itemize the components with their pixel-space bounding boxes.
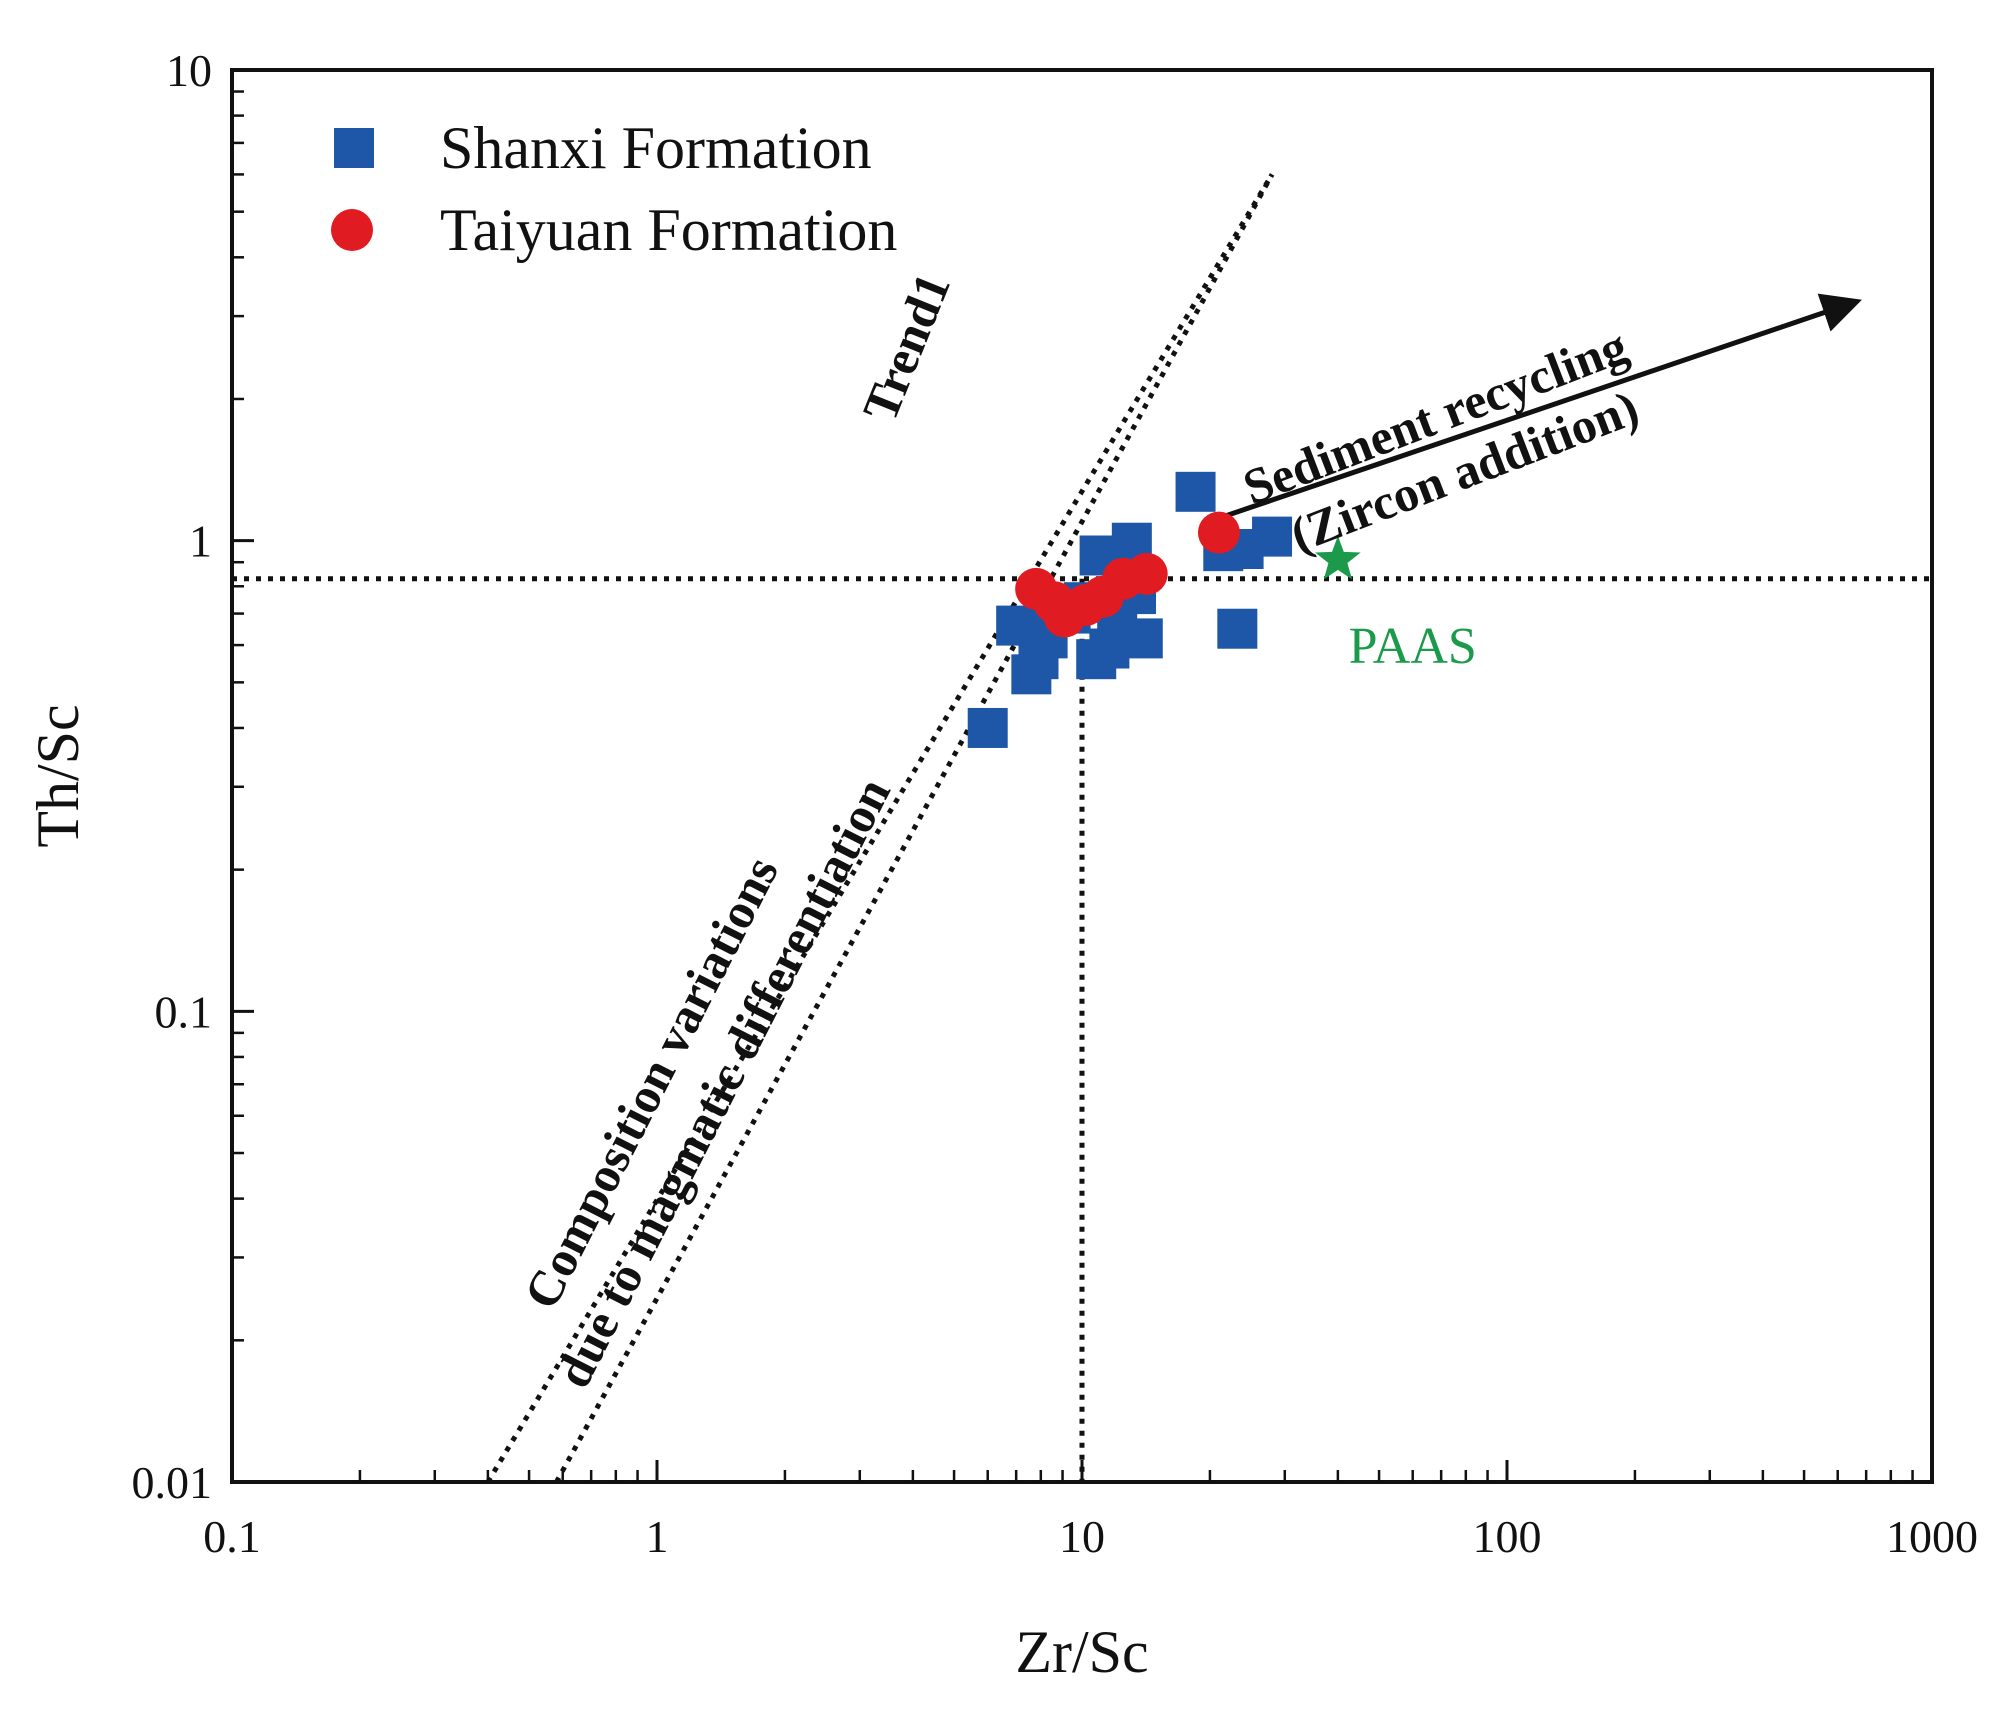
taiyuan-point xyxy=(1197,511,1240,554)
trend1-label: Trend1 xyxy=(851,265,961,429)
legend-marker-taiyuan xyxy=(331,209,373,251)
trend1-line xyxy=(554,173,1275,1484)
x-axis-title: Zr/Sc xyxy=(1015,1619,1148,1685)
y-tick-label: 10 xyxy=(166,45,212,96)
x-tick-label: 1 xyxy=(646,1511,669,1562)
y-axis-title: Th/Sc xyxy=(25,704,91,847)
shanxi-point xyxy=(1175,471,1216,512)
legend: Shanxi Formation Taiyuan Formation xyxy=(331,115,897,263)
taiyuan-point xyxy=(1125,552,1168,595)
legend-label-taiyuan: Taiyuan Formation xyxy=(440,197,897,263)
sediment-recycling-arrow xyxy=(1209,293,1862,524)
legend-label-shanxi: Shanxi Formation xyxy=(440,115,872,181)
x-axis-ticks: 0.1 1 10 100 1000 xyxy=(203,1460,1978,1562)
magmatic-differentiation-line xyxy=(485,173,1275,1484)
y-axis-ticks: 0.01 0.1 1 10 xyxy=(132,45,254,1508)
reference-lines xyxy=(232,173,1932,1484)
data-points xyxy=(967,471,1361,748)
y-tick-label: 1 xyxy=(189,516,212,567)
plot-frame xyxy=(230,68,1934,1484)
y-tick-label: 0.01 xyxy=(132,1457,213,1508)
paas-star xyxy=(1315,535,1361,580)
paas-label: PAAS xyxy=(1349,618,1477,675)
x-tick-label: 0.1 xyxy=(203,1511,261,1562)
shanxi-point xyxy=(1252,516,1293,557)
y-tick-label: 0.1 xyxy=(155,986,213,1037)
composition-label-line2: due to magmatic differentiation xyxy=(544,769,901,1396)
shanxi-point xyxy=(1122,618,1163,659)
legend-marker-shanxi xyxy=(334,128,374,168)
shanxi-point xyxy=(1217,608,1258,649)
x-tick-label: 1000 xyxy=(1886,1511,1978,1562)
x-tick-label: 10 xyxy=(1059,1511,1105,1562)
shanxi-point xyxy=(967,707,1008,748)
x-tick-label: 100 xyxy=(1473,1511,1542,1562)
